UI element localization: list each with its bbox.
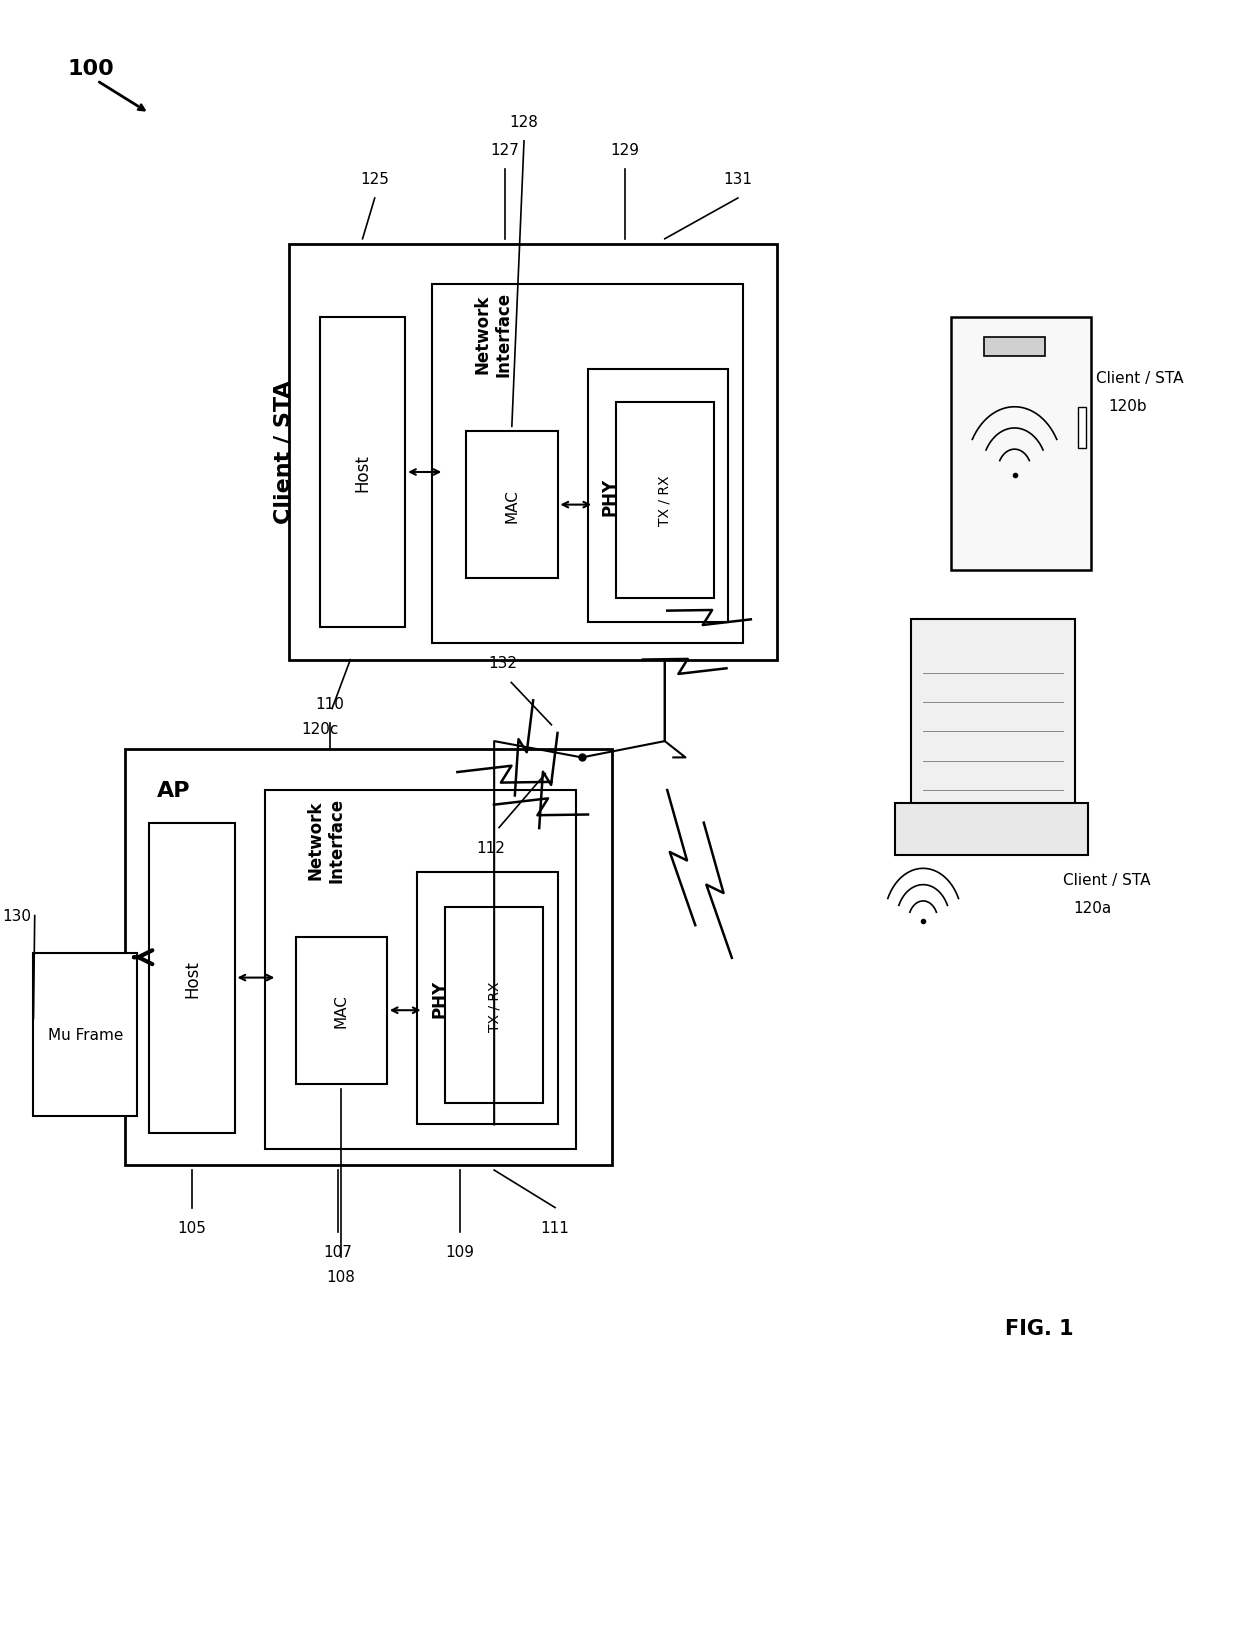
FancyBboxPatch shape (295, 937, 387, 1084)
FancyBboxPatch shape (985, 337, 1045, 357)
Text: 125: 125 (361, 171, 389, 187)
FancyBboxPatch shape (265, 791, 575, 1149)
Text: 105: 105 (177, 1219, 206, 1236)
Text: Network
Interface: Network Interface (474, 292, 512, 377)
Text: MAC: MAC (505, 489, 520, 522)
FancyBboxPatch shape (289, 244, 777, 660)
Text: 132: 132 (489, 655, 517, 672)
Text: 110: 110 (315, 696, 343, 712)
Text: PHY: PHY (430, 980, 449, 1017)
Text: 100: 100 (68, 59, 114, 78)
FancyBboxPatch shape (445, 908, 543, 1104)
Text: 120a: 120a (1073, 900, 1111, 916)
Text: 129: 129 (610, 142, 639, 158)
FancyBboxPatch shape (320, 318, 405, 628)
FancyBboxPatch shape (951, 318, 1091, 570)
FancyBboxPatch shape (149, 823, 234, 1133)
Text: 131: 131 (723, 171, 753, 187)
FancyBboxPatch shape (418, 872, 558, 1125)
Text: 112: 112 (476, 839, 505, 856)
Text: FIG. 1: FIG. 1 (1004, 1319, 1074, 1338)
Text: Client / STA: Client / STA (1063, 872, 1151, 888)
Text: 128: 128 (510, 114, 538, 130)
Text: Client / STA: Client / STA (273, 380, 294, 525)
FancyBboxPatch shape (895, 804, 1087, 856)
FancyBboxPatch shape (33, 954, 138, 1117)
Text: TX / RX: TX / RX (487, 981, 501, 1030)
Text: Client / STA: Client / STA (1096, 370, 1184, 386)
FancyBboxPatch shape (588, 370, 728, 623)
Text: 120c: 120c (301, 720, 339, 737)
Text: Network
Interface: Network Interface (306, 797, 346, 882)
FancyBboxPatch shape (1078, 408, 1086, 448)
Text: PHY: PHY (601, 478, 619, 515)
FancyBboxPatch shape (466, 432, 558, 579)
Text: 109: 109 (445, 1244, 475, 1260)
Text: 107: 107 (324, 1244, 352, 1260)
Text: 127: 127 (491, 142, 520, 158)
Text: TX / RX: TX / RX (657, 476, 672, 525)
Text: 120b: 120b (1109, 398, 1147, 414)
FancyBboxPatch shape (911, 619, 1075, 807)
Text: 130: 130 (2, 908, 31, 924)
Text: MAC: MAC (334, 994, 348, 1027)
FancyBboxPatch shape (432, 285, 743, 644)
Text: 108: 108 (327, 1268, 356, 1284)
Text: Host: Host (353, 453, 372, 492)
Text: Host: Host (184, 958, 201, 998)
Text: AP: AP (157, 781, 191, 800)
Text: Mu Frame: Mu Frame (47, 1027, 123, 1043)
FancyBboxPatch shape (125, 750, 613, 1165)
Text: 111: 111 (541, 1219, 569, 1236)
FancyBboxPatch shape (616, 403, 713, 598)
